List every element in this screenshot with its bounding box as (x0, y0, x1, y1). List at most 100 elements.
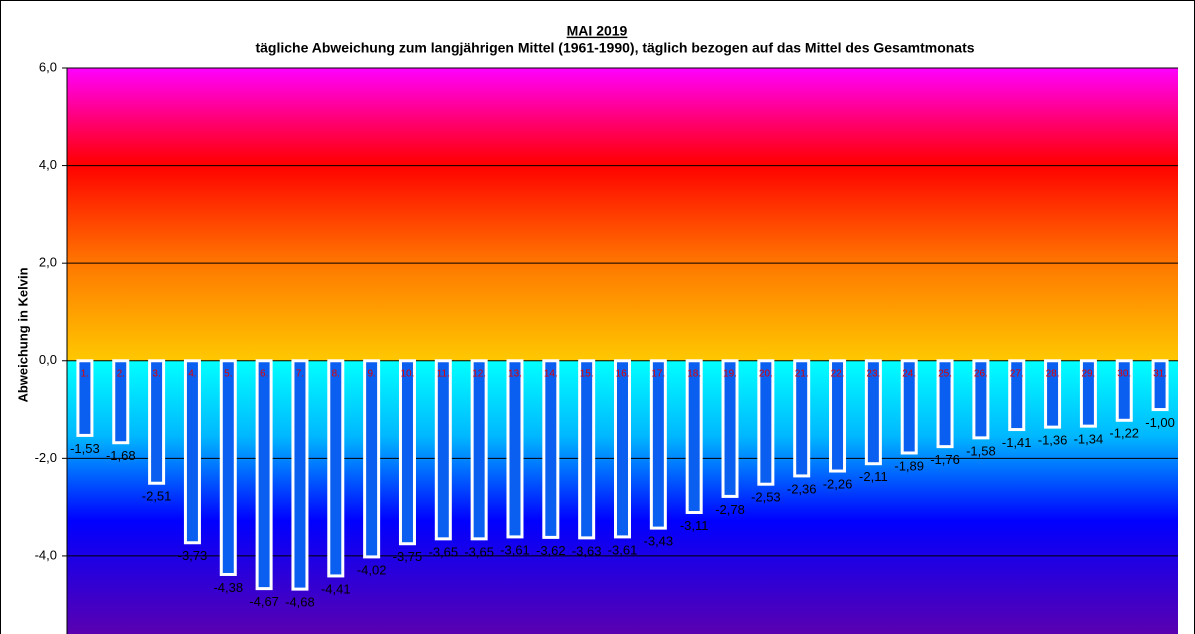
x-tick-label: 27. (1010, 368, 1024, 379)
value-label: -3,75 (393, 549, 423, 564)
plot-area (67, 68, 1178, 634)
value-label: -3,63 (572, 543, 602, 558)
value-label: -1,34 (1074, 432, 1104, 447)
x-tick-label: 8. (332, 368, 340, 379)
bar (721, 359, 739, 498)
bar (255, 359, 273, 591)
x-tick-label: 20. (759, 368, 773, 379)
x-tick-label: 19. (723, 368, 737, 379)
bar (148, 359, 166, 485)
value-label: -2,26 (823, 476, 853, 491)
bar (183, 359, 201, 545)
x-tick-label: 11. (437, 368, 450, 379)
value-label: -3,65 (428, 544, 458, 559)
x-tick-label: 16. (616, 368, 630, 379)
value-label: -3,62 (536, 543, 566, 558)
bar (363, 359, 381, 559)
value-label: -3,61 (608, 542, 638, 557)
bar (757, 359, 775, 486)
value-label: -1,76 (930, 452, 960, 467)
x-tick-label: 28. (1046, 368, 1060, 379)
x-tick-label: 2. (117, 368, 125, 379)
x-tick-label: 30. (1117, 368, 1131, 379)
bar (685, 359, 703, 515)
bar (1115, 359, 1133, 422)
value-label: -3,43 (644, 534, 674, 549)
value-label: -1,22 (1109, 426, 1139, 441)
bar (900, 359, 918, 455)
value-label: -1,58 (966, 443, 996, 458)
value-label: -3,61 (500, 542, 530, 557)
bar (649, 359, 667, 530)
value-label: -1,36 (1038, 433, 1068, 448)
x-tick-label: 1. (81, 368, 89, 379)
bar (936, 359, 954, 449)
bar (434, 359, 452, 541)
x-tick-label: 17. (651, 368, 665, 379)
y-tick-label: 4,0 (39, 157, 57, 172)
x-tick-label: 14. (544, 368, 558, 379)
bar (327, 359, 345, 578)
x-tick-label: 5. (224, 368, 232, 379)
x-tick-label: 18. (687, 368, 701, 379)
value-label: -4,41 (321, 581, 351, 596)
x-tick-label: 10. (401, 368, 415, 379)
x-tick-label: 3. (152, 368, 160, 379)
x-tick-label: 29. (1081, 368, 1095, 379)
value-label: -2,78 (715, 502, 745, 517)
bar (219, 359, 237, 576)
chart-subtitle: tägliche Abweichung zum langjährigen Mit… (255, 40, 974, 56)
y-tick-label: 2,0 (39, 255, 57, 270)
bar (506, 359, 524, 539)
x-tick-label: 15. (580, 368, 594, 379)
value-label: -3,11 (680, 518, 709, 533)
value-label: -1,89 (894, 458, 924, 473)
x-tick-label: 6. (260, 368, 268, 379)
x-tick-label: 13. (508, 368, 522, 379)
y-tick-label: 6,0 (39, 59, 57, 74)
bar (398, 359, 416, 546)
bar (1044, 359, 1062, 429)
value-label: -3,73 (178, 548, 208, 563)
x-tick-label: 25. (938, 368, 952, 379)
bar (1079, 359, 1097, 428)
value-label: -1,53 (70, 441, 100, 456)
bar (76, 359, 94, 437)
y-tick-label: -2,0 (35, 450, 57, 465)
x-tick-label: 12. (472, 368, 486, 379)
x-tick-label: 23. (866, 368, 880, 379)
value-label: -1,68 (106, 448, 136, 463)
value-label: -2,36 (787, 481, 817, 496)
x-tick-label: 26. (974, 368, 988, 379)
bar (972, 359, 990, 440)
bar (793, 359, 811, 478)
value-label: -4,02 (357, 562, 387, 577)
value-label: -3,65 (464, 544, 494, 559)
y-tick-label: 0,0 (39, 352, 57, 367)
bar (470, 359, 488, 541)
bar (291, 359, 309, 591)
x-tick-label: 24. (902, 368, 916, 379)
bar (829, 359, 847, 473)
value-label: -4,67 (249, 594, 279, 609)
bar (578, 359, 596, 540)
x-tick-label: 7. (296, 368, 304, 379)
value-label: -2,53 (751, 490, 781, 505)
bar (614, 359, 631, 539)
y-axis-label: Abweichung in Kelvin (15, 267, 30, 402)
bar (1151, 359, 1169, 412)
value-label: -4,68 (285, 595, 315, 610)
value-label: -2,51 (142, 489, 172, 504)
value-label: -1,41 (1002, 435, 1032, 450)
x-tick-label: 31. (1153, 368, 1167, 379)
x-tick-label: 9. (367, 368, 375, 379)
x-tick-label: 4. (188, 368, 196, 379)
value-label: -1,00 (1145, 415, 1175, 430)
x-tick-label: 21. (795, 368, 809, 379)
value-label: -4,38 (213, 580, 243, 595)
x-tick-label: 22. (831, 368, 845, 379)
y-tick-label: -4,0 (35, 547, 57, 562)
bar (542, 359, 560, 539)
